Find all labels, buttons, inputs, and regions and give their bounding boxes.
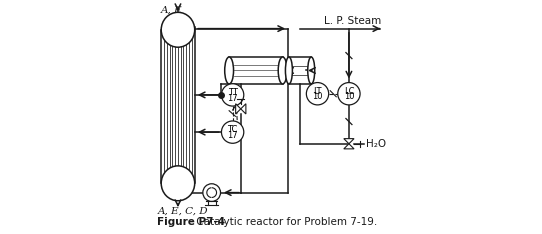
Text: Figure P7-4: Figure P7-4: [158, 217, 225, 227]
Polygon shape: [344, 139, 354, 144]
Text: 10: 10: [312, 92, 323, 101]
Text: TT: TT: [228, 88, 237, 97]
Circle shape: [203, 184, 221, 201]
Circle shape: [338, 83, 360, 105]
Ellipse shape: [161, 12, 195, 47]
Ellipse shape: [278, 57, 287, 84]
Ellipse shape: [225, 57, 234, 84]
Circle shape: [222, 84, 244, 106]
Text: H₂O: H₂O: [366, 139, 386, 149]
Text: 17: 17: [227, 94, 238, 102]
Ellipse shape: [161, 166, 195, 201]
Text: A, E, C, D: A, E, C, D: [158, 207, 208, 216]
Circle shape: [222, 121, 244, 143]
Circle shape: [306, 83, 328, 105]
Text: Catalytic reactor for Problem 7-19.: Catalytic reactor for Problem 7-19.: [193, 217, 377, 227]
Ellipse shape: [308, 57, 315, 84]
Text: 10: 10: [344, 92, 354, 101]
Polygon shape: [344, 144, 354, 149]
Text: A, E: A, E: [160, 5, 182, 15]
Polygon shape: [241, 104, 246, 114]
Text: LC: LC: [344, 87, 354, 96]
Text: LT: LT: [313, 87, 322, 96]
Ellipse shape: [286, 57, 292, 84]
Text: L. P. Steam: L. P. Steam: [324, 16, 382, 26]
Text: TC: TC: [228, 125, 238, 134]
Text: 17: 17: [227, 131, 238, 140]
Polygon shape: [236, 104, 241, 114]
FancyBboxPatch shape: [229, 57, 282, 84]
FancyBboxPatch shape: [289, 57, 311, 84]
